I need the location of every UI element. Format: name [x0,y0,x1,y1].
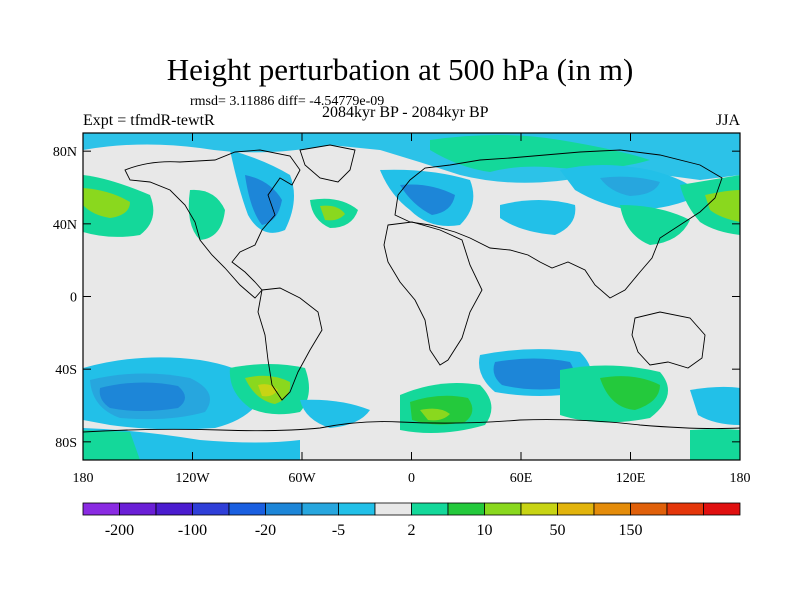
contour-region [620,205,690,245]
colorbar-swatch [520,502,558,516]
contour-region [493,358,574,390]
contour-field [83,133,740,460]
x-tick-label: 180 [730,471,751,486]
coastline-eurasia [394,149,723,299]
season-label: JJA [716,112,741,129]
colorbar-swatch [228,502,266,516]
colorbar-swatch [666,502,704,516]
x-tick-label: 60E [510,471,533,486]
coastline-africa [383,221,483,366]
colorbar-label: -20 [255,522,276,539]
colorbar: -200 -100 -20 -5 2 10 50 150 [82,502,741,539]
colorbar-swatch [338,502,376,516]
contour-region [420,408,450,421]
contour-region [300,399,370,428]
colorbar-label: -200 [105,522,134,539]
coastline-north-america [124,149,301,299]
colorbar-swatch [155,502,193,516]
colorbar-swatch [265,502,303,516]
y-tick-label: 0 [70,291,77,306]
colorbar-swatch [411,502,449,516]
x-tick-label: 120W [175,471,210,486]
colorbar-label: 10 [477,522,493,539]
y-axis-ticks: 80N 40N 0 40S 80S [53,145,740,451]
x-tick-label: 0 [408,471,415,486]
coastline-antarctica [83,419,740,433]
x-tick-label: 120E [616,471,646,486]
colorbar-swatch [593,502,631,516]
colorbar-swatch [192,502,230,516]
contour-region [430,135,650,172]
contour-region [83,430,140,460]
colorbar-swatch [82,502,120,516]
coastline-greenland [299,144,356,183]
colorbar-label: 2 [408,522,416,539]
contour-region [83,428,300,460]
coastline-south-america [257,287,323,401]
x-tick-label: 180 [73,471,94,486]
coastline-australia [631,311,706,369]
y-tick-label: 40N [53,218,77,233]
y-tick-label: 80N [53,145,77,160]
colorbar-swatch [703,502,741,516]
contour-region [500,200,576,235]
colorbar-label: -5 [332,522,345,539]
colorbar-swatch [447,502,485,516]
rmsd-label: rmsd= 3.11886 diff= -4.54779e-09 [190,94,385,109]
contour-region [705,190,740,222]
colorbar-label: 150 [619,522,643,539]
colorbar-swatch [119,502,157,516]
contour-region [400,184,455,215]
colorbar-swatch [374,502,412,516]
contour-region [83,188,130,218]
colorbar-swatch [630,502,668,516]
period-label: 2084kyr BP - 2084kyr BP [322,104,489,121]
colorbar-swatch [557,502,595,516]
colorbar-swatch [301,502,339,516]
colorbar-label: -100 [178,522,207,539]
contour-region [320,205,345,221]
contour-region [188,189,225,240]
y-tick-label: 40S [55,363,77,378]
contour-region [600,376,660,410]
contour-region [245,175,282,225]
contour-region [99,382,185,411]
x-axis-ticks: 180 120W 60W 0 60E 120E 180 [73,133,751,486]
contour-region [690,429,740,460]
y-tick-label: 80S [55,436,77,451]
colorbar-swatch [484,502,522,516]
colorbar-label: 50 [550,522,566,539]
contour-region [690,386,740,425]
x-tick-label: 60W [288,471,316,486]
contour-region [600,176,660,196]
coastlines [83,144,740,433]
experiment-label: Expt = tfmdR-tewtR [83,112,215,129]
map-title: Height perturbation at 500 hPa (in m) [166,52,634,87]
